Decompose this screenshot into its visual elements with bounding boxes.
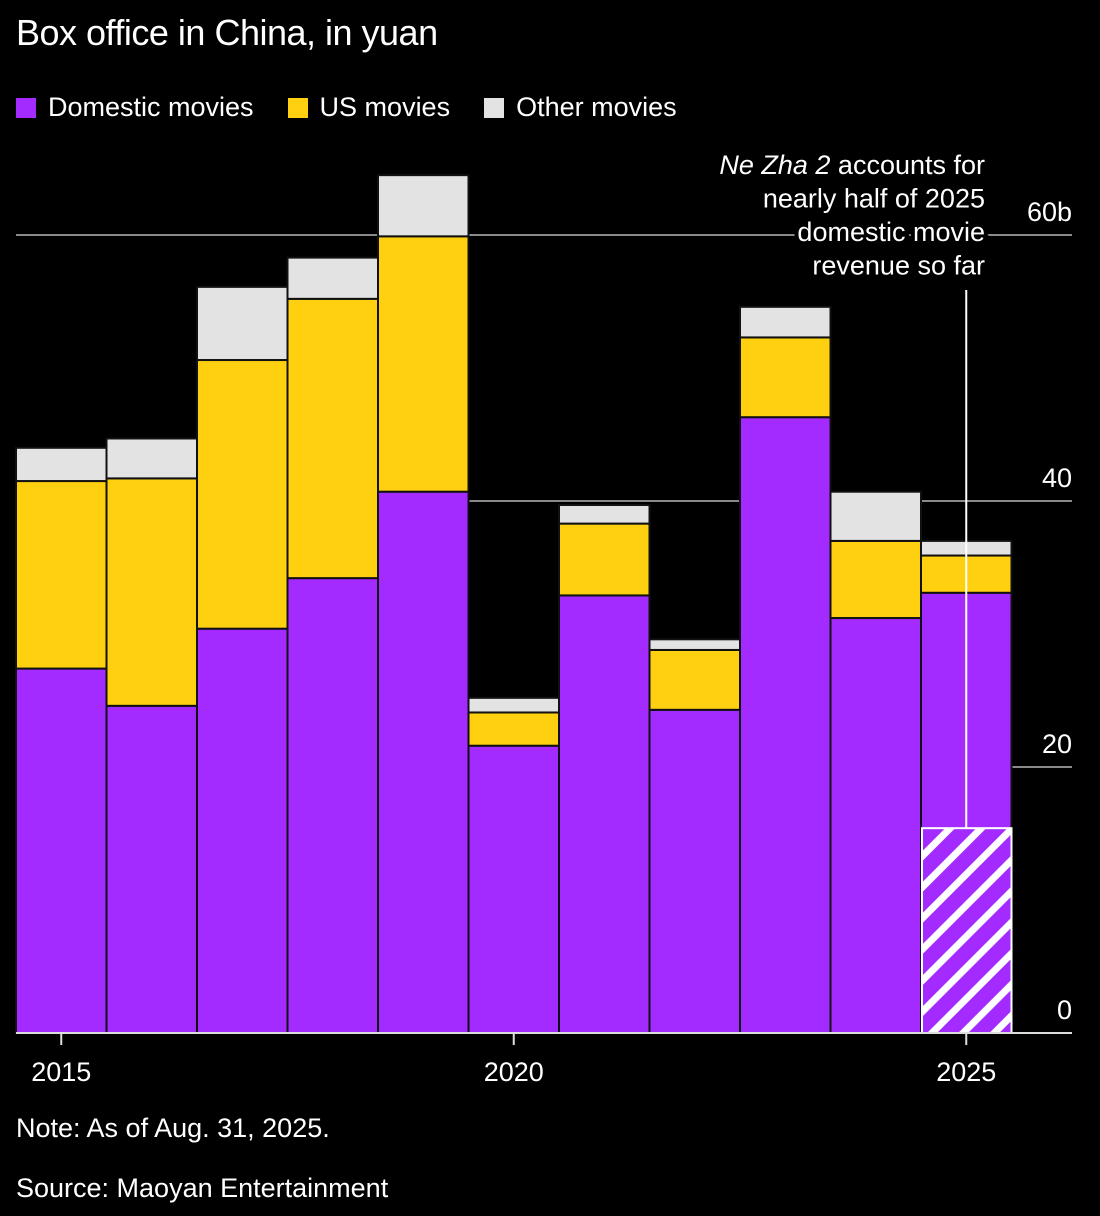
x-tick-label-2025: 2025: [936, 1057, 996, 1087]
y-tick-label-40: 40: [1042, 463, 1072, 493]
bar-other-movies-2021: [558, 503, 651, 525]
annotation-line-2: nearly half of 2025: [763, 184, 985, 214]
legend-label-domestic: Domestic movies: [48, 92, 254, 122]
bar-domestic-movies-2021: [558, 594, 651, 1034]
bar-us-movies-2020: [467, 711, 560, 747]
bar-other-movies-2015: [15, 446, 108, 483]
legend-swatch-other: [484, 97, 505, 118]
annotation-movie-title: Ne Zha 2: [719, 150, 830, 180]
bar-us-movies-2024: [829, 539, 922, 620]
legend-label-us: US movies: [319, 92, 451, 122]
x-tick-label-2020: 2020: [484, 1057, 544, 1087]
bar-domestic-movies-2015: [15, 667, 108, 1035]
bar-us-movies-2023: [739, 336, 832, 419]
bar-other-movies-2017: [196, 285, 289, 362]
annotation-line-3: domestic movie: [797, 217, 985, 247]
bar-domestic-movies-2016: [105, 704, 198, 1034]
annotation-line-1-rest: accounts for: [830, 150, 985, 180]
legend-swatch-us: [287, 97, 308, 118]
bar-other-movies-2019: [377, 174, 470, 238]
bar-us-movies-2022: [648, 648, 741, 711]
annotation-line-1: Ne Zha 2 accounts for: [719, 150, 985, 180]
bar-us-movies-2018: [286, 297, 379, 580]
legend: Domestic movies US movies Other movies: [16, 92, 677, 123]
annotation-line-4: revenue so far: [812, 251, 985, 281]
bar-highlight-ne-zha-2: [921, 827, 1013, 1034]
y-tick-label-60: 60b: [1027, 197, 1072, 227]
y-tick-label-0: 0: [1057, 995, 1072, 1025]
bar-us-movies-2016: [105, 477, 198, 707]
legend-label-other: Other movies: [516, 92, 677, 122]
bar-domestic-movies-2019: [377, 490, 470, 1034]
legend-item-domestic: Domestic movies: [16, 92, 254, 123]
bar-other-movies-2024: [829, 490, 922, 542]
chart-source: Source: Maoyan Entertainment: [16, 1173, 389, 1203]
y-tick-label-20: 20: [1042, 729, 1072, 759]
bar-us-movies-2021: [558, 522, 651, 597]
bar-us-movies-2019: [377, 235, 470, 493]
chart-note: Note: As of Aug. 31, 2025.: [16, 1113, 330, 1143]
bar-other-movies-2022: [648, 638, 741, 651]
bar-domestic-movies-2018: [286, 577, 379, 1034]
chart-title: Box office in China, in yuan: [16, 12, 438, 53]
bar-domestic-movies-2020: [467, 744, 560, 1034]
bar-us-movies-2017: [196, 359, 289, 630]
bar-other-movies-2020: [467, 696, 560, 714]
legend-item-us: US movies: [287, 92, 451, 123]
bar-other-movies-2018: [286, 256, 379, 300]
legend-item-other: Other movies: [484, 92, 677, 123]
x-tick-label-2015: 2015: [31, 1057, 91, 1087]
bar-domestic-movies-2024: [829, 617, 922, 1034]
bar-domestic-movies-2022: [648, 708, 741, 1034]
bar-domestic-movies-2023: [739, 416, 832, 1034]
bar-domestic-movies-2017: [196, 627, 289, 1034]
bar-other-movies-2023: [739, 305, 832, 339]
legend-swatch-domestic: [16, 97, 36, 118]
bar-other-movies-2016: [105, 437, 198, 480]
bar-us-movies-2015: [15, 480, 108, 670]
